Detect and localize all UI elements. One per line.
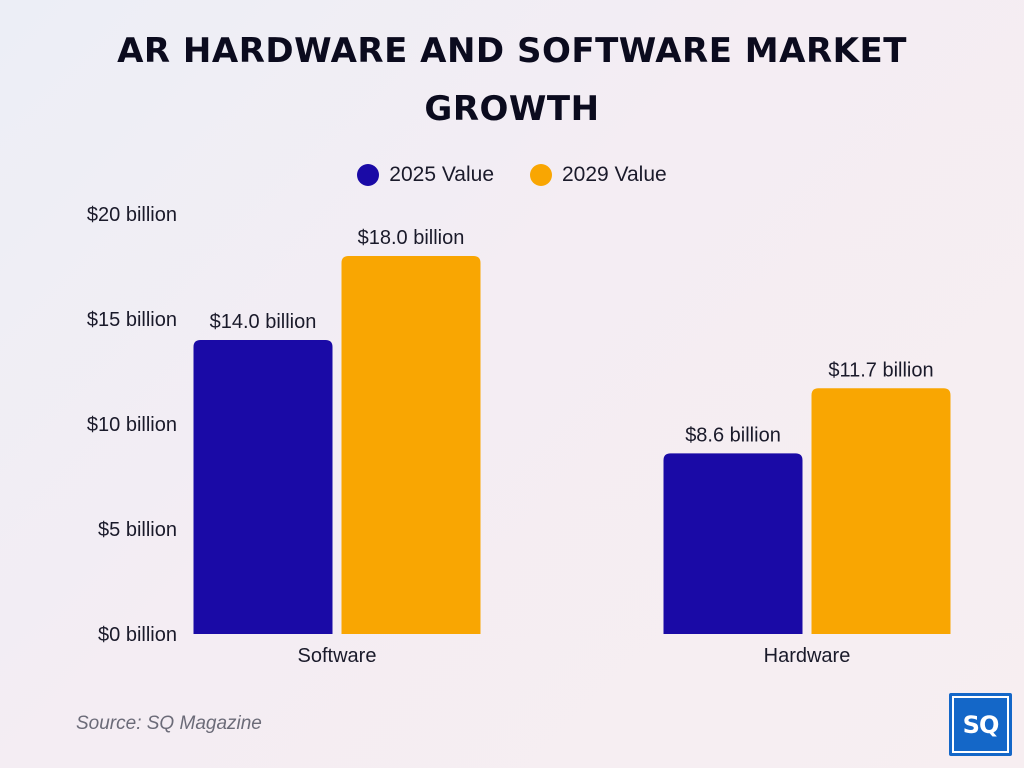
x-category-label: Software [298,645,377,667]
legend-label-2025: 2025 Value [389,163,494,186]
legend-swatch-2025 [357,164,380,186]
legend-item-2025: 2025 Value [357,163,494,187]
bar-chart: $0 billion $5 billion $10 billion $15 billi… [87,204,951,667]
bar-value-label: $14.0 billion [210,311,317,333]
sq-logo-text: SQ [952,696,1009,753]
bar [663,453,803,634]
source-note: Source: SQ Magazine [76,713,262,734]
bar-value-label: $8.6 billion [685,424,781,446]
y-tick-label: $0 billion [98,624,177,646]
chart-legend: 2025 Value 2029 Value [0,163,1024,187]
y-tick-label: $15 billion [87,309,177,331]
chart-title-line-2: GROWTH [424,89,600,129]
bar [811,388,951,634]
y-tick-label: $5 billion [98,519,177,541]
legend-swatch-2029 [530,164,552,186]
legend-label-2029: 2029 Value [562,163,667,186]
legend-item-2029: 2029 Value [530,163,667,187]
sq-logo: SQ [949,693,1012,756]
bar [193,340,333,634]
chart-title-line-1: AR HARDWARE AND SOFTWARE MARKET [117,31,907,71]
bar-value-label: $18.0 billion [358,227,465,249]
bar [341,256,481,634]
chart-title: AR HARDWARE AND SOFTWARE MARKET GROWTH [0,22,1024,138]
y-tick-label: $20 billion [87,204,177,226]
x-category-label: Hardware [764,645,851,667]
bar-value-label: $11.7 billion [828,359,933,381]
y-tick-label: $10 billion [87,414,177,436]
